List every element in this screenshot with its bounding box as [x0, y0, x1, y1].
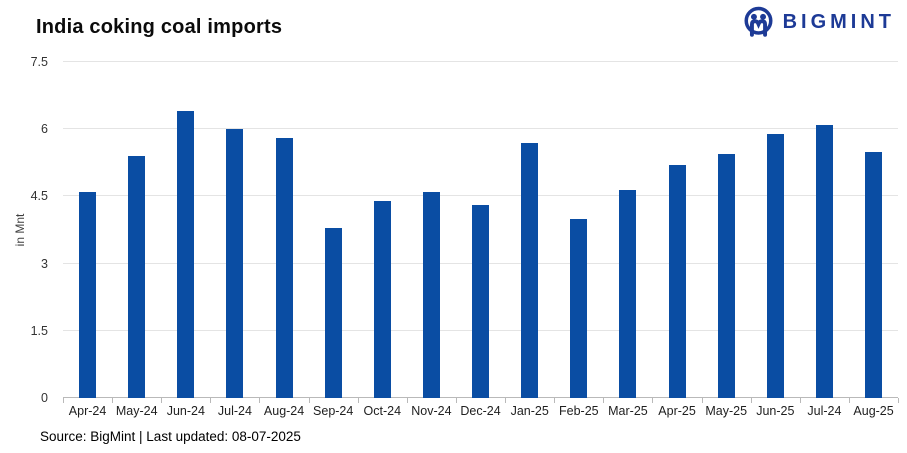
bar-feb-25 [570, 218, 588, 398]
y-tick-label-4.5: 4.5 [30, 189, 48, 204]
bar-dec-24 [472, 205, 490, 398]
x-tick-label-aug-25: Aug-25 [853, 404, 894, 418]
bar-jun-24 [177, 111, 195, 398]
x-tick-mark [210, 398, 212, 403]
bigmint-logo: BIGMINT [741, 4, 895, 41]
bar-column-jul-24 [210, 62, 259, 398]
bar-column-may-24 [112, 62, 161, 398]
x-tick-label-jun-25: Jun-25 [756, 404, 795, 418]
y-tick-label-0: 0 [41, 391, 48, 405]
x-tick-label-feb-25: Feb-25 [559, 404, 599, 418]
x-tick-mark [750, 398, 752, 403]
bar-column-jun-24 [161, 62, 210, 398]
bar-column-sep-24 [309, 62, 358, 398]
bar-column-nov-24 [407, 62, 456, 398]
y-tick-label-1.5: 1.5 [30, 323, 48, 338]
x-tick-mark [898, 398, 899, 403]
x-tick-label-jul-24: Jul-24 [217, 404, 252, 418]
gridline-6 [63, 128, 898, 130]
page-title: India coking coal imports [36, 16, 283, 38]
bar-jul-24 [226, 129, 244, 398]
y-tick-label-6: 6 [41, 122, 48, 137]
x-tick-mark [406, 398, 408, 403]
x-tick-label-nov-24: Nov-24 [411, 404, 452, 418]
gridline-4.5 [63, 195, 898, 197]
bar-column-aug-25 [849, 62, 898, 398]
x-tick-mark [112, 398, 114, 403]
bar-aug-25 [865, 151, 883, 398]
bar-column-may-25 [702, 62, 751, 398]
bar-column-aug-24 [260, 62, 309, 398]
y-tick-label-7.5: 7.5 [30, 55, 48, 69]
x-tick-label-may-25: May-25 [705, 404, 748, 418]
x-tick-mark [357, 398, 359, 403]
x-tick-mark [161, 398, 163, 403]
bar-nov-24 [422, 191, 440, 398]
bar-apr-24 [79, 191, 97, 398]
bar-column-jun-25 [751, 62, 800, 398]
bars-container [63, 62, 898, 398]
x-tick-label-jan-25: Jan-25 [510, 404, 549, 418]
bar-apr-25 [668, 165, 686, 398]
bar-column-mar-25 [603, 62, 652, 398]
plot-area [63, 61, 898, 398]
bar-may-24 [128, 156, 146, 398]
x-tick-label-apr-24: Apr-24 [68, 404, 107, 418]
x-tick-mark [701, 398, 703, 403]
x-tick-mark [603, 398, 605, 403]
x-tick-label-oct-24: Oct-24 [363, 404, 402, 418]
y-tick-label-3: 3 [41, 256, 48, 271]
x-tick-mark [799, 398, 801, 403]
x-tick-label-may-24: May-24 [115, 404, 158, 418]
x-tick-mark [652, 398, 654, 403]
x-tick-mark [505, 398, 507, 403]
x-tick-mark [455, 398, 457, 403]
x-axis: Apr-24 May-24 Jun-24 Jul-24 Aug-24 Sep-24 Oct-… [63, 398, 899, 426]
x-axis-labels: Apr-24 May-24 Jun-24 Jul-24 Aug-24 Sep-24 Oct-… [63, 404, 898, 418]
bar-column-apr-24 [63, 62, 112, 398]
bigmint-logo-text: BIGMINT [782, 11, 895, 33]
x-tick-label-aug-24: Aug-24 [263, 404, 305, 418]
bar-oct-24 [373, 200, 391, 398]
bar-aug-24 [275, 138, 293, 398]
y-axis-title: in Mnt [13, 213, 27, 247]
x-tick-mark [63, 398, 64, 403]
x-tick-mark [554, 398, 556, 403]
source-note: Source: BigMint | Last updated: 08-07-20… [40, 429, 301, 444]
bar-jul-24 [815, 124, 833, 398]
x-tick-label-jul-24: Jul-24 [807, 404, 842, 418]
bar-chart: 0 1.5 3 4.5 6 7.5 in Mnt Apr-24 May-24 Jun-24 Ju… [0, 55, 907, 418]
bar-jan-25 [521, 142, 539, 398]
x-tick-mark [259, 398, 261, 403]
x-tick-mark [848, 398, 850, 403]
x-tick-label-mar-25: Mar-25 [608, 404, 648, 418]
bar-column-oct-24 [358, 62, 407, 398]
bar-column-jul-24 [800, 62, 849, 398]
gridline-7.5 [63, 61, 898, 62]
bar-jun-25 [766, 133, 784, 398]
bar-column-jan-25 [505, 62, 554, 398]
bigmint-logo-icon [741, 4, 776, 41]
bar-column-dec-24 [456, 62, 505, 398]
x-tick-label-sep-24: Sep-24 [313, 404, 354, 418]
x-tick-label-dec-24: Dec-24 [460, 404, 501, 418]
x-tick-label-jun-24: Jun-24 [166, 404, 205, 418]
bar-column-feb-25 [554, 62, 603, 398]
bar-column-apr-25 [653, 62, 702, 398]
x-tick-mark [308, 398, 310, 403]
y-axis: 0 1.5 3 4.5 6 7.5 [0, 55, 56, 405]
bar-may-25 [717, 153, 735, 398]
bar-sep-24 [324, 227, 342, 398]
x-tick-label-apr-25: Apr-25 [658, 404, 696, 418]
bar-mar-25 [619, 189, 637, 398]
